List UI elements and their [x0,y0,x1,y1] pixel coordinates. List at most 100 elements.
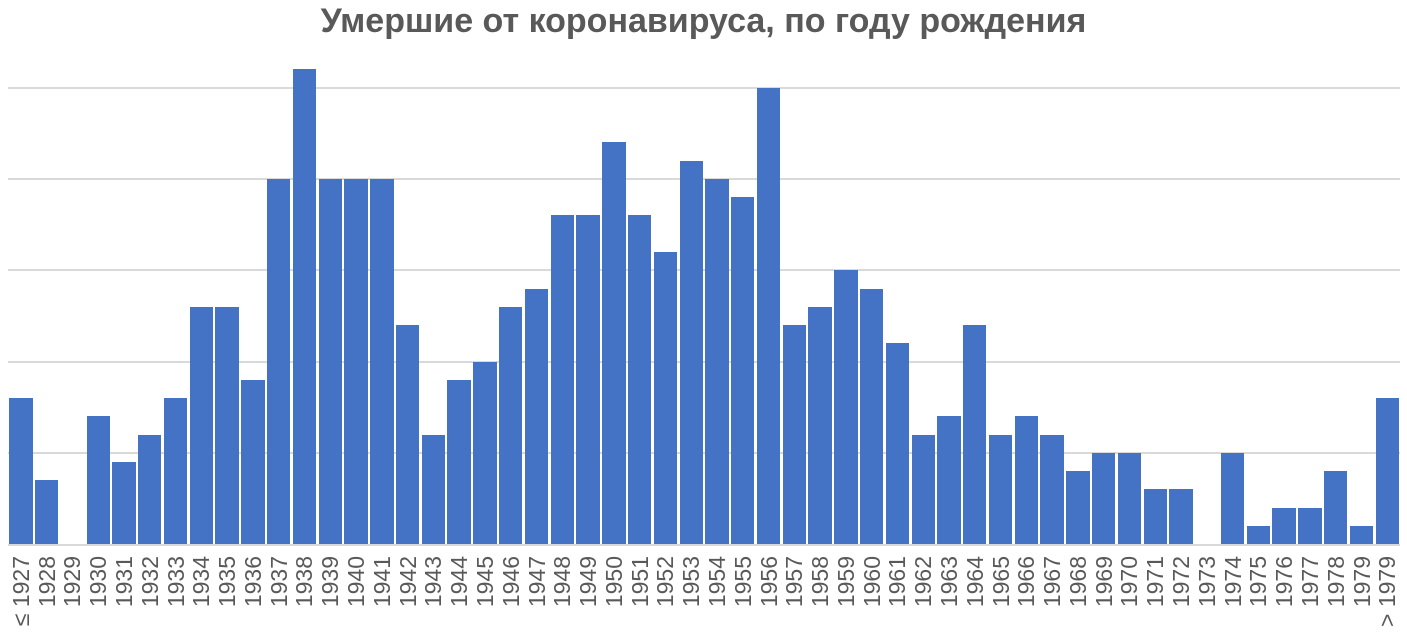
x-axis-label: 1968 [1064,556,1091,608]
bar-slot: 1958 [807,64,833,607]
bar-slot: 1928 [34,64,60,607]
x-axis-label: 1930 [85,556,112,608]
bar-slot: 1979 [1349,64,1375,607]
bar [138,434,162,544]
x-axis-label: 1961 [884,556,911,608]
x-axis-label: 1967 [1039,556,1066,608]
bar-slot: 1955 [730,64,756,607]
bar [163,398,188,544]
bar [447,379,471,544]
x-axis-label: 1945 [471,556,498,608]
bar [344,178,368,544]
bar [1143,489,1167,544]
gridline [8,360,1400,363]
bar [370,178,394,544]
x-axis-label: 1964 [961,556,988,608]
x-axis-label: 1951 [626,556,653,608]
bar-slot: 1960 [859,64,885,607]
bar [1066,471,1090,544]
bar [859,288,884,544]
x-axis-label: 1970 [1116,556,1143,608]
x-axis-label: 1976 [1271,556,1298,608]
bar [1220,452,1245,544]
bar [988,434,1013,544]
bar [499,306,523,544]
bar [1014,416,1039,544]
bar [1375,398,1399,544]
bar-slot: 1934 [188,64,214,607]
bar [318,178,342,544]
x-axis-label: 1952 [652,556,679,608]
bar [705,178,729,544]
x-axis-label: 1955 [729,556,756,608]
x-axis-label: 1953 [678,556,705,608]
bar-slot: 1967 [1039,64,1065,607]
bar-slot: 1964 [962,64,988,607]
bar-slot: 1969 [1091,64,1117,607]
bars: ≤ 1927 1928 1929 1930 1931 1932 1933 1934 1935 19… [8,64,1400,627]
x-axis-label: 1932 [136,556,163,608]
bar-slot: 1973 [1194,64,1220,607]
bar-slot: 1944 [446,64,472,607]
chart-title: Умершие от коронавируса, по году рождени… [320,2,1087,40]
x-axis-label: 1936 [239,556,266,608]
bar [292,69,317,544]
bar [86,416,110,544]
x-axis-label: 1971 [1142,556,1169,608]
bar-slot: 1943 [420,64,446,607]
x-axis-label: 1938 [291,556,318,608]
bar-slot: 1937 [266,64,292,607]
x-axis-label: 1977 [1296,556,1323,608]
x-axis-label: 1974 [1219,556,1246,608]
gridline [8,269,1400,272]
bar-slot: 1942 [395,64,421,607]
x-axis-label: 1949 [575,556,602,608]
bar-slot: 1931 [111,64,137,607]
bar [473,361,497,544]
x-axis-label: 1958 [807,556,834,608]
x-axis-label: 1979 [1348,556,1375,608]
bar [653,252,678,544]
x-axis-label: 1972 [1168,556,1195,608]
bar [550,215,574,544]
bar-slot: 1961 [884,64,910,607]
bar-slot: 1939 [317,64,343,607]
bar [112,461,136,544]
bar [602,142,626,544]
x-axis-label: 1956 [755,556,782,608]
x-axis-label: 1957 [781,556,808,608]
bar-slot: 1971 [1142,64,1168,607]
bar [885,343,910,544]
bar [1324,471,1348,544]
bar [1117,452,1142,544]
x-axis-label: 1960 [858,556,885,608]
plot-area: ≤ 1927 1928 1929 1930 1931 1932 1933 1934 1935 19… [8,64,1400,627]
bar-slot: 1977 [1297,64,1323,607]
bar-slot: 1965 [988,64,1014,607]
bar-slot: 1936 [240,64,266,607]
bar [834,270,858,544]
gridline [8,451,1400,454]
bar [267,178,291,544]
bar-slot: 1953 [678,64,704,607]
gridline [8,86,1400,89]
bar [421,434,446,544]
bar [395,325,420,544]
bar [679,160,703,544]
bar [1349,525,1374,544]
x-axis-label: 1966 [1013,556,1040,608]
bar-slot: 1976 [1271,64,1297,607]
bar-slot: 1940 [343,64,369,607]
bar-slot: 1947 [524,64,550,607]
bar-slot: 1930 [85,64,111,607]
bar-slot: 1941 [369,64,395,607]
x-axis-label: 1933 [162,556,189,608]
bar [1040,434,1064,544]
x-axis-label: 1935 [214,556,241,608]
x-axis-label: 1929 [59,556,86,608]
x-axis-label: 1947 [523,556,550,608]
bar [1298,507,1322,544]
bar-slot: 1970 [1116,64,1142,607]
bar-slot: 1959 [833,64,859,607]
